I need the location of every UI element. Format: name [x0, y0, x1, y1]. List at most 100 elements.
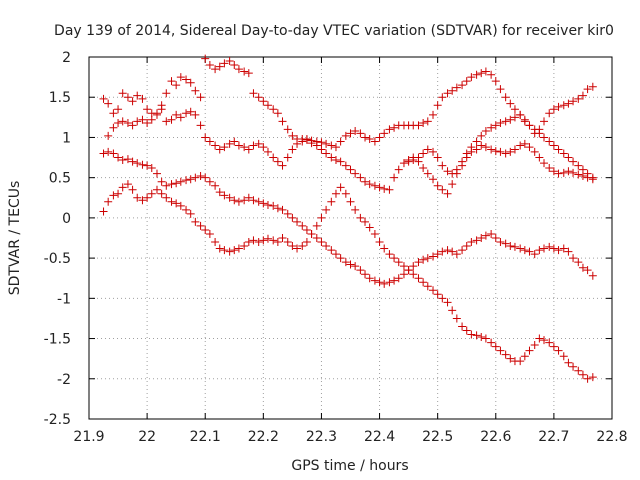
data-point	[496, 147, 505, 156]
data-point	[375, 238, 384, 247]
data-point	[583, 374, 592, 383]
data-point	[109, 109, 118, 118]
data-point	[448, 247, 457, 256]
data-point	[443, 167, 452, 176]
data-point	[365, 274, 374, 283]
data-point	[578, 91, 587, 100]
data-point	[419, 278, 428, 287]
data-point	[487, 70, 496, 79]
data-point	[510, 242, 519, 251]
data-point	[298, 221, 307, 230]
data-point	[143, 161, 152, 170]
x-tick-label: 22.3	[306, 429, 337, 445]
data-point	[574, 161, 583, 170]
data-point	[263, 101, 272, 110]
data-point	[404, 157, 413, 166]
data-point	[234, 141, 243, 150]
data-point	[269, 236, 278, 245]
data-point	[496, 118, 505, 127]
data-point	[583, 266, 592, 275]
data-point	[220, 246, 229, 255]
data-point	[234, 244, 243, 253]
y-tick-label: -2.5	[44, 412, 71, 428]
data-point	[569, 157, 578, 166]
data-point	[341, 161, 350, 170]
data-point	[322, 139, 331, 148]
data-point	[356, 129, 365, 138]
data-point	[481, 127, 490, 136]
data-point	[438, 161, 447, 170]
data-point	[559, 101, 568, 110]
data-point	[491, 234, 500, 242]
data-point	[211, 65, 220, 74]
data-point	[244, 145, 253, 154]
data-point	[182, 176, 191, 185]
data-point	[365, 135, 374, 144]
data-point	[510, 113, 519, 122]
data-point	[433, 250, 442, 259]
data-point	[569, 97, 578, 106]
data-point	[109, 191, 118, 200]
data-point	[491, 121, 500, 130]
data-point	[312, 234, 321, 242]
data-point	[510, 145, 519, 154]
data-point	[390, 123, 399, 132]
data-point	[322, 242, 331, 251]
data-point	[438, 93, 447, 102]
data-point	[104, 147, 113, 156]
y-tick-label: 1	[62, 130, 71, 146]
data-point	[201, 225, 210, 234]
data-point	[414, 258, 423, 267]
x-tick-label: 22.2	[248, 429, 279, 445]
data-point	[167, 197, 176, 206]
data-point	[385, 278, 394, 287]
data-point	[186, 78, 195, 87]
data-point	[322, 205, 331, 214]
data-point	[327, 246, 336, 255]
data-point	[481, 334, 490, 343]
data-point	[298, 242, 307, 251]
data-point	[569, 168, 578, 177]
data-point	[172, 110, 181, 119]
data-point	[467, 73, 476, 82]
data-point	[472, 137, 481, 146]
data-point	[535, 334, 544, 343]
data-point	[234, 65, 243, 74]
data-point	[481, 231, 490, 240]
data-point	[273, 204, 282, 213]
data-point	[234, 197, 243, 206]
data-point	[244, 238, 253, 247]
data-point	[356, 173, 365, 182]
data-point	[254, 238, 263, 247]
data-point	[215, 145, 224, 154]
data-point	[143, 118, 152, 127]
data-point	[433, 101, 442, 110]
data-point	[516, 110, 525, 119]
data-point	[559, 352, 568, 361]
data-point	[172, 179, 181, 188]
data-point	[477, 234, 486, 242]
data-point	[481, 67, 490, 76]
data-point	[254, 139, 263, 148]
data-point	[147, 164, 156, 173]
data-point	[458, 322, 467, 331]
data-point	[496, 346, 505, 355]
data-point	[530, 129, 539, 138]
data-point	[118, 117, 127, 126]
data-point	[317, 238, 326, 247]
data-point	[448, 169, 457, 178]
data-point	[341, 258, 350, 267]
data-point	[176, 177, 185, 186]
data-point	[443, 246, 452, 255]
data-point	[128, 121, 137, 130]
data-points	[99, 54, 597, 383]
data-point	[380, 184, 389, 193]
data-point	[588, 173, 597, 182]
data-point	[549, 244, 558, 253]
data-point	[564, 99, 573, 108]
data-point	[293, 217, 302, 226]
data-point	[317, 145, 326, 154]
data-point	[186, 107, 195, 116]
data-point	[414, 121, 423, 130]
y-tick-label: 0.5	[49, 171, 71, 187]
